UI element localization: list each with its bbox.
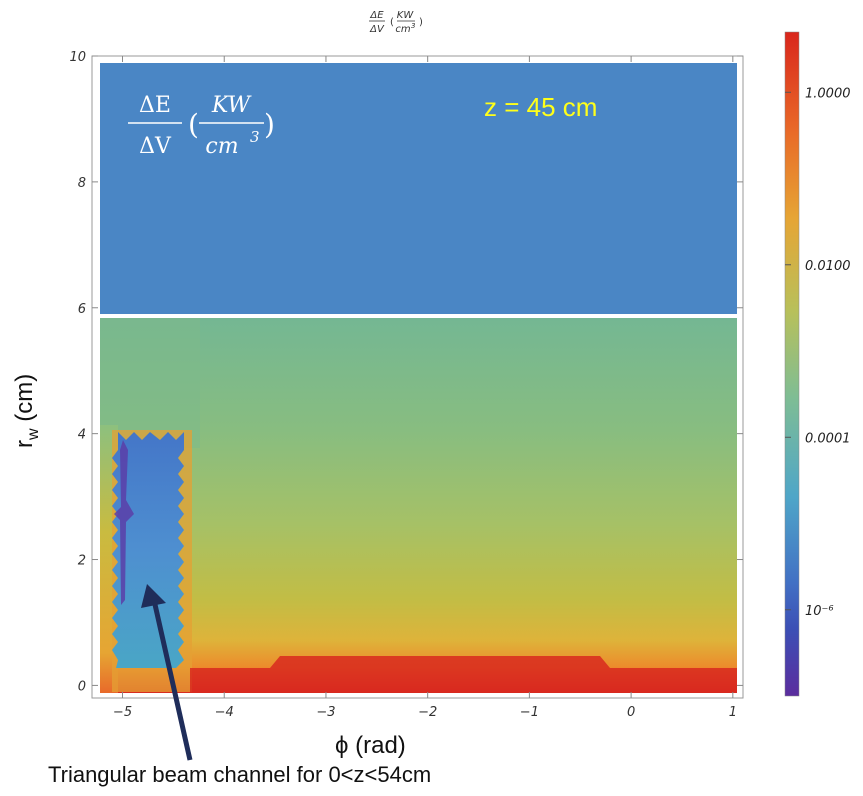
formula-unit-num: KW [211,93,253,118]
formula-unit-exp: 3 [250,128,260,146]
title-paren-open: ( [390,17,394,28]
lower-region [100,318,737,693]
red-bottom-band [190,656,737,693]
y-tick-label: 8 [78,176,86,191]
beam-channel [112,432,184,668]
colorbar-tick-label: 0.0100 [805,259,851,274]
formula-unit-den: cm [205,134,238,159]
x-axis: −5 −4 −3 −2 −1 0 1 [113,56,737,720]
z-label: z = 45 cm [484,92,598,122]
title-unit-exp: 3 [411,22,415,30]
y-axis-label: rw (cm) [11,373,43,449]
y-axis: 0 2 4 6 8 10 [69,50,743,694]
upper-region [100,63,737,314]
purple-streak [114,440,134,605]
x-tick-label: −2 [418,705,437,720]
x-tick-label: −1 [520,705,539,720]
formula-paren-open: ( [188,108,199,141]
formula-denominator: ΔV [139,134,172,159]
arrow-caption: Triangular beam channel for 0<z<54cm [48,762,432,787]
x-tick-label: −5 [113,705,132,720]
formula-numerator: ΔE [139,93,171,118]
x-tick-label: −4 [215,705,234,720]
annotation-arrow [141,584,193,761]
x-tick-label: 1 [729,705,737,720]
title-unit-num: KW [397,10,415,21]
colorbar-ticks: 1.0000 0.0100 0.0001 10⁻⁶ [785,86,851,619]
title-numerator: ΔE [369,10,384,21]
title-unit-den: cm [395,24,410,35]
heatmap [100,63,737,693]
x-tick-label: −3 [316,705,335,720]
y-tick-label: 0 [78,679,86,694]
chart-title: ΔE ΔV ( KW cm 3 ) [369,10,423,35]
colorbar-tick-label: 10⁻⁶ [805,604,834,619]
formula-annotation: ΔE ΔV ( KW cm 3 ) [128,93,275,159]
title-paren-close: ) [419,17,423,28]
colorbar-tick-label: 1.0000 [805,86,851,101]
formula-paren-close: ) [264,108,275,141]
x-axis-label: ϕ (rad) [335,732,406,759]
y-tick-label: 10 [69,50,86,65]
y-tick-label: 6 [78,302,86,317]
y-tick-label: 2 [78,554,86,569]
title-denominator: ΔV [369,24,385,35]
y-tick-label: 4 [78,428,86,443]
colorbar [784,31,800,697]
colorbar-tick-label: 0.0001 [805,431,851,446]
x-tick-label: 0 [627,705,635,720]
